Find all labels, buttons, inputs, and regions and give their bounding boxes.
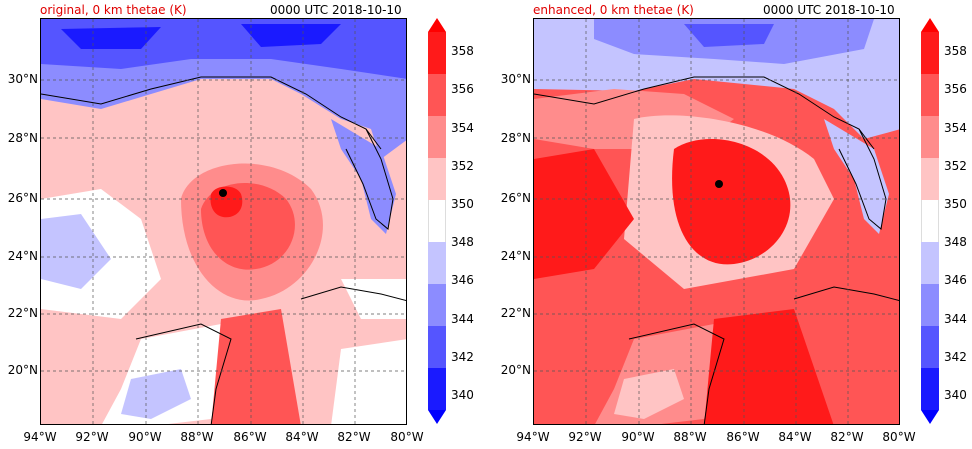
colorbar-segment bbox=[428, 368, 446, 410]
left-lon-label: 90°W bbox=[128, 430, 162, 444]
colorbar-tick: 344 bbox=[451, 312, 474, 326]
colorbar-segment bbox=[921, 32, 939, 74]
colorbar-segment bbox=[428, 242, 446, 284]
colorbar-tick: 356 bbox=[451, 82, 474, 96]
colorbar-tick: 342 bbox=[944, 350, 967, 364]
colorbar-tick: 342 bbox=[451, 350, 474, 364]
left-panel-time: 0000 UTC 2018-10-10 bbox=[270, 3, 402, 17]
colorbar-tick: 340 bbox=[944, 388, 967, 402]
right-lon-label: 84°W bbox=[778, 430, 812, 444]
left-panel-title: original, 0 km thetae (K) bbox=[40, 3, 187, 17]
left-colorbar bbox=[428, 18, 446, 424]
left-map bbox=[40, 18, 407, 425]
right-map bbox=[533, 18, 900, 425]
colorbar-segment bbox=[428, 116, 446, 158]
colorbar-tick: 340 bbox=[451, 388, 474, 402]
right-lat-label: 26°N bbox=[500, 191, 531, 205]
right-lon-label: 92°W bbox=[568, 430, 602, 444]
left-lat-label: 28°N bbox=[7, 131, 38, 145]
colorbar-tick: 356 bbox=[944, 82, 967, 96]
colorbar-segment bbox=[428, 158, 446, 200]
left-hurricane-center-marker bbox=[219, 189, 227, 197]
right-lon-label: 86°W bbox=[726, 430, 760, 444]
right-lon-label: 94°W bbox=[516, 430, 550, 444]
colorbar-segment bbox=[921, 242, 939, 284]
right-lat-label: 22°N bbox=[500, 306, 531, 320]
right-panel-time: 0000 UTC 2018-10-10 bbox=[763, 3, 895, 17]
colorbar-tick: 344 bbox=[944, 312, 967, 326]
colorbar-extend-bottom bbox=[428, 410, 446, 424]
colorbar-segment bbox=[921, 116, 939, 158]
left-map-field bbox=[41, 19, 406, 424]
left-lat-label: 22°N bbox=[7, 306, 38, 320]
colorbar-segment bbox=[428, 284, 446, 326]
colorbar-segment bbox=[921, 200, 939, 242]
colorbar-tick: 352 bbox=[451, 159, 474, 173]
left-lon-label: 94°W bbox=[23, 430, 57, 444]
colorbar-segment bbox=[921, 158, 939, 200]
colorbar-segment bbox=[921, 368, 939, 410]
colorbar-tick: 352 bbox=[944, 159, 967, 173]
right-lon-label: 82°W bbox=[830, 430, 864, 444]
right-lat-label: 20°N bbox=[500, 363, 531, 377]
colorbar-segment bbox=[921, 284, 939, 326]
colorbar-tick: 350 bbox=[944, 197, 967, 211]
left-panel: original, 0 km thetae (K) 0000 UTC 2018-… bbox=[7, 3, 474, 444]
left-lat-label: 26°N bbox=[7, 191, 38, 205]
right-hurricane-center-marker bbox=[715, 180, 723, 188]
left-lon-label: 88°W bbox=[180, 430, 214, 444]
colorbar-tick: 358 bbox=[944, 44, 967, 58]
right-lon-label: 88°W bbox=[673, 430, 707, 444]
colorbar-segment bbox=[428, 326, 446, 368]
colorbar-tick: 346 bbox=[944, 273, 967, 287]
right-colorbar bbox=[921, 18, 939, 424]
colorbar-extend-top bbox=[428, 18, 446, 32]
left-lon-label: 92°W bbox=[75, 430, 109, 444]
right-panel: enhanced, 0 km thetae (K) 0000 UTC 2018-… bbox=[486, 0, 972, 449]
right-lat-label: 30°N bbox=[500, 72, 531, 86]
right-lat-label: 28°N bbox=[500, 131, 531, 145]
right-lon-label: 80°W bbox=[882, 430, 916, 444]
left-lat-label: 30°N bbox=[7, 72, 38, 86]
left-lon-label: 80°W bbox=[390, 430, 424, 444]
right-lat-label: 24°N bbox=[500, 249, 531, 263]
colorbar-tick: 350 bbox=[451, 197, 474, 211]
colorbar-segment bbox=[921, 326, 939, 368]
right-panel-title: enhanced, 0 km thetae (K) bbox=[533, 3, 694, 17]
left-lat-label: 24°N bbox=[7, 249, 38, 263]
right-lon-label: 90°W bbox=[621, 430, 655, 444]
left-lon-label: 82°W bbox=[337, 430, 371, 444]
colorbar-tick: 348 bbox=[944, 235, 967, 249]
colorbar-segment bbox=[428, 74, 446, 116]
colorbar-tick: 354 bbox=[944, 121, 967, 135]
left-lon-label: 84°W bbox=[285, 430, 319, 444]
colorbar-extend-bottom bbox=[921, 410, 939, 424]
colorbar-tick: 354 bbox=[451, 121, 474, 135]
right-map-field bbox=[534, 19, 899, 424]
colorbar-tick: 358 bbox=[451, 44, 474, 58]
colorbar-extend-top bbox=[921, 18, 939, 32]
left-lon-label: 86°W bbox=[233, 430, 267, 444]
left-lat-label: 20°N bbox=[7, 363, 38, 377]
colorbar-segment bbox=[921, 74, 939, 116]
colorbar-segment bbox=[428, 32, 446, 74]
colorbar-tick: 346 bbox=[451, 273, 474, 287]
colorbar-segment bbox=[428, 200, 446, 242]
colorbar-tick: 348 bbox=[451, 235, 474, 249]
